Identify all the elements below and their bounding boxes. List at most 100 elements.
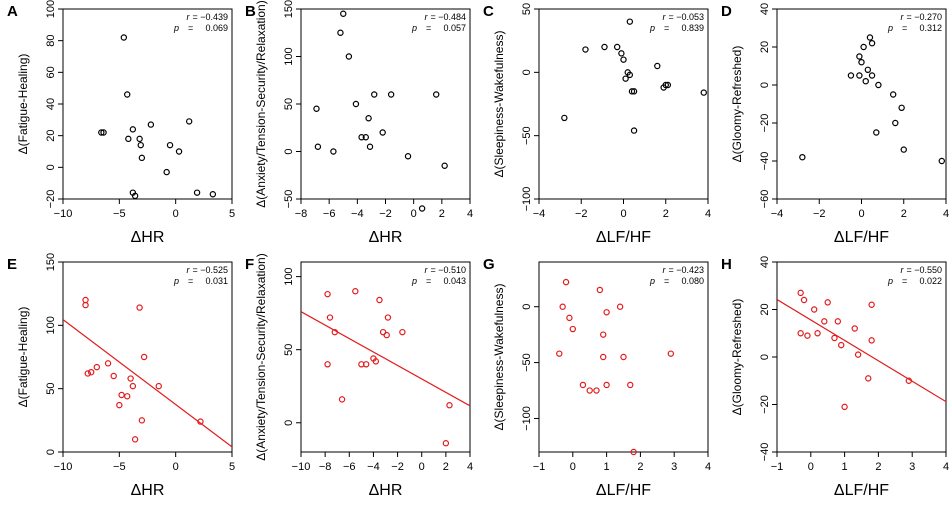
data-point-d (866, 34, 874, 41)
panel-letter-h: H (721, 256, 732, 273)
x-tick-label-g: 3 (671, 461, 677, 473)
data-point-e (118, 391, 125, 399)
data-point-a (124, 91, 131, 98)
plot-frame-g (538, 261, 709, 453)
r-stat-c: r = −0.053 (662, 12, 704, 22)
data-point-c (664, 81, 672, 89)
data-point-e (127, 375, 134, 382)
data-point-a (147, 121, 155, 128)
x-tick-label-c: −2 (575, 208, 588, 220)
plot-frame-c (538, 8, 709, 200)
data-point-a (98, 129, 105, 136)
r-label-b: r (424, 12, 428, 22)
data-point-d (889, 91, 897, 98)
data-point-h (804, 332, 811, 339)
data-point-a (138, 154, 146, 162)
data-point-a (175, 148, 183, 155)
data-point-e (138, 417, 146, 424)
data-point-b (337, 29, 344, 36)
data-point-g (586, 387, 593, 394)
x-tick-label-b: 2 (439, 208, 445, 220)
data-point-g (620, 353, 627, 361)
y-tick-label-d: −20 (759, 114, 771, 133)
p-value-a: 0.069 (205, 23, 228, 33)
y-tick-label-f: 50 (283, 344, 295, 356)
data-point-h (841, 403, 848, 411)
p-equals-b: = (426, 23, 431, 33)
x-tick-label-a: −10 (54, 208, 73, 220)
x-tick-label-h: 0 (808, 461, 814, 473)
x-tick-label-g: 4 (705, 461, 711, 473)
data-point-g (667, 350, 675, 357)
r-stat-g: r = −0.423 (662, 265, 704, 275)
p-equals-a: = (188, 23, 193, 33)
y-axis-title-g: Δ(Sleepiness-Wakefulness) (492, 284, 506, 431)
data-point-g (566, 314, 573, 322)
plot-frame-d (776, 8, 947, 200)
p-equals-e: = (188, 276, 193, 286)
p-equals-h: = (902, 276, 907, 286)
r-stat-f: r = −0.510 (424, 265, 466, 275)
data-point-f (324, 290, 331, 298)
data-point-a (166, 141, 174, 149)
data-point-a (209, 191, 217, 198)
data-point-h (865, 375, 872, 382)
data-point-a (131, 192, 139, 200)
r-label-f: r (424, 265, 428, 275)
x-tick-label-f: 4 (467, 461, 473, 473)
data-point-f (446, 402, 453, 409)
panel-d: D−4 −2 0 2 4−60−40−2002040ΔLF/HFΔ(Gloomy-Ref… (721, 3, 949, 246)
x-tick-label-f: −6 (343, 461, 356, 473)
data-point-e (93, 363, 101, 371)
data-point-b (379, 129, 386, 136)
y-axis-title-b: Δ(Anxiety/Tension-Security/Relaxation) (254, 0, 268, 207)
data-point-d (873, 129, 880, 136)
y-tick-label-a: −20 (45, 190, 57, 209)
data-point-c (618, 50, 625, 57)
data-point-d (856, 53, 863, 60)
data-point-e (82, 301, 89, 309)
y-axis-title-a: Δ(Fatigue-Healing) (16, 54, 30, 155)
x-tick-label-e: 5 (229, 461, 235, 473)
panel-g: G −1 0 1 2 3 4 −100 −50 0 ΔLF/HF Δ(Sleepiness-Wakef… (483, 256, 711, 499)
data-point-b (313, 105, 320, 112)
panel-letter-e: E (7, 256, 17, 273)
data-point-f (331, 328, 338, 336)
data-point-b (358, 134, 365, 141)
r-value-h: = −0.550 (906, 265, 942, 275)
data-point-f (376, 296, 383, 304)
data-point-h (905, 377, 913, 384)
data-point-g (600, 331, 607, 338)
y-tick-label-b: 150 (283, 0, 295, 18)
data-point-a (129, 126, 137, 133)
data-point-g (603, 309, 610, 316)
panel-letter-c: C (483, 3, 494, 20)
r-label-e: r (186, 265, 190, 275)
x-tick-label-c: −4 (533, 208, 546, 220)
data-point-a (185, 118, 193, 125)
data-point-h (797, 289, 804, 297)
x-tick-label-b: −4 (351, 208, 364, 220)
panel-c: C −4 −2 0 2 4 −100 −50 0 50 ΔLF/HF Δ(Sleepiness-Wak… (483, 3, 711, 246)
p-label-b: p (411, 23, 417, 33)
x-tick-label-d: 0 (858, 208, 864, 220)
y-tick-label-c: 50 (521, 3, 533, 15)
p-equals-d: = (902, 23, 907, 33)
data-point-h (834, 318, 842, 325)
data-point-d (868, 72, 876, 79)
panel-h: H −1 0 1 2 3 4 −40 −20 0 20 40 ΔLF/HF Δ(Gloomy-Refres… (721, 256, 949, 499)
data-point-f (442, 440, 450, 447)
data-point-b (362, 134, 369, 141)
data-point-e (84, 370, 91, 377)
r-stat-e: r = −0.525 (186, 265, 228, 275)
panel-f: F −10 −8 −6 −4 −2 0 2 4 0 50 100 ΔHR Δ(Anxiety/Tensio… (245, 253, 473, 499)
data-point-d (862, 77, 869, 85)
data-point-g (593, 387, 600, 394)
data-point-e (136, 304, 143, 311)
y-axis-title-d: Δ(Gloomy-Refreshed) (730, 46, 744, 163)
x-tick-label-h: 3 (909, 461, 915, 473)
x-tick-label-g: 0 (570, 461, 576, 473)
data-point-c (626, 18, 634, 25)
data-point-f (338, 396, 346, 403)
data-point-b (366, 143, 374, 150)
